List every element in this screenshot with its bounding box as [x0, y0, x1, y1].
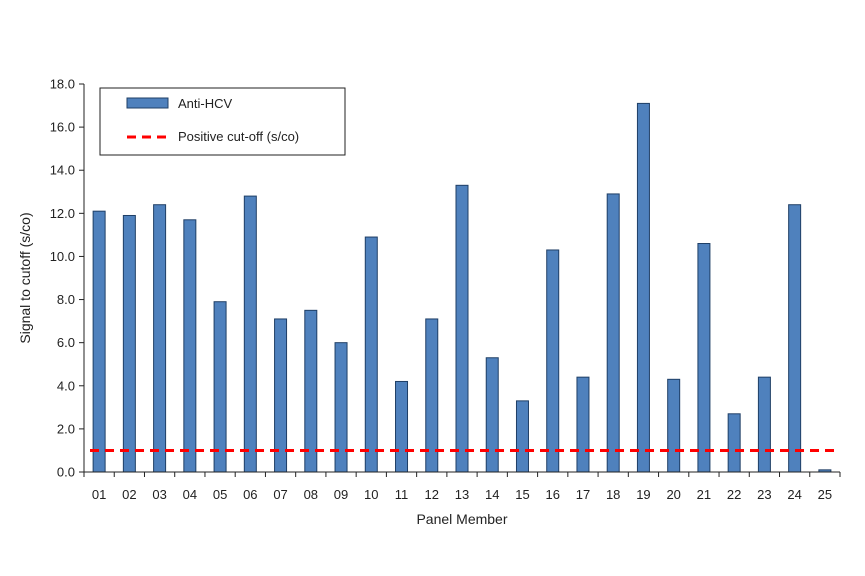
y-tick-label: 18.0 — [50, 77, 75, 92]
x-tick-label: 12 — [425, 487, 439, 502]
bar — [183, 219, 197, 473]
y-tick-label: 10.0 — [50, 249, 75, 264]
x-tick-label: 25 — [818, 487, 832, 502]
bar — [92, 210, 106, 473]
y-tick-label: 0.0 — [57, 465, 75, 480]
bar — [364, 236, 378, 473]
bar — [576, 376, 590, 473]
x-tick-label: 01 — [92, 487, 106, 502]
y-tick-label: 12.0 — [50, 206, 75, 221]
bar — [153, 204, 167, 473]
x-tick-label: 17 — [576, 487, 590, 502]
x-tick-label: 20 — [666, 487, 680, 502]
y-tick-label: 14.0 — [50, 163, 75, 178]
bar — [334, 342, 348, 473]
x-tick-label: 16 — [545, 487, 559, 502]
x-tick-label: 06 — [243, 487, 257, 502]
bar — [304, 309, 318, 473]
x-tick-label: 22 — [727, 487, 741, 502]
x-tick-label: 07 — [273, 487, 287, 502]
x-tick-label: 05 — [213, 487, 227, 502]
bar — [667, 378, 681, 473]
y-tick-label: 6.0 — [57, 335, 75, 350]
legend-label-cutoff: Positive cut-off (s/co) — [178, 129, 299, 144]
y-tick-label: 2.0 — [57, 421, 75, 436]
bar — [213, 301, 227, 473]
bar-series — [92, 102, 832, 473]
x-tick-label: 13 — [455, 487, 469, 502]
x-tick-label: 14 — [485, 487, 499, 502]
legend: Anti-HCV Positive cut-off (s/co) — [99, 87, 346, 156]
x-tick-label: 23 — [757, 487, 771, 502]
x-tick-label: 24 — [787, 487, 801, 502]
x-tick-label: 10 — [364, 487, 378, 502]
bar — [243, 195, 257, 473]
y-tick-label: 4.0 — [57, 378, 75, 393]
bar — [636, 102, 650, 473]
x-tick-label: 08 — [304, 487, 318, 502]
bar — [727, 413, 741, 473]
bar — [788, 204, 802, 473]
x-axis-ticks: 01 02 03 04 05 06 07 08 09 10 11 12 13 14 15 16 17 18 19 20… — [83, 472, 841, 502]
x-tick-label: 11 — [395, 487, 409, 502]
legend-swatch-anti-hcv — [126, 97, 169, 109]
y-axis-ticks: 0.0 2.0 4.0 6.0 8.0 10.0 12.0 14.0 16.0 18.0 — [50, 77, 84, 480]
x-tick-label: 18 — [606, 487, 620, 502]
bar — [122, 214, 136, 473]
y-tick-label: 16.0 — [50, 120, 75, 135]
bar — [485, 357, 499, 473]
bar — [515, 400, 529, 473]
bar — [455, 184, 469, 473]
x-tick-label: 03 — [152, 487, 166, 502]
x-tick-label: 15 — [515, 487, 529, 502]
bar — [395, 380, 409, 473]
x-axis-label: Panel Member — [416, 511, 507, 527]
x-tick-label: 21 — [697, 487, 711, 502]
y-axis-label: Signal to cutoff (s/co) — [17, 212, 33, 343]
x-tick-label: 04 — [183, 487, 197, 502]
bar — [606, 193, 620, 473]
x-tick-label: 09 — [334, 487, 348, 502]
bar — [546, 249, 560, 473]
y-tick-label: 8.0 — [57, 292, 75, 307]
bar — [757, 376, 771, 473]
x-tick-label: 02 — [122, 487, 136, 502]
legend-label-anti-hcv: Anti-HCV — [178, 96, 233, 111]
x-tick-label: 19 — [636, 487, 650, 502]
bar — [697, 243, 711, 473]
